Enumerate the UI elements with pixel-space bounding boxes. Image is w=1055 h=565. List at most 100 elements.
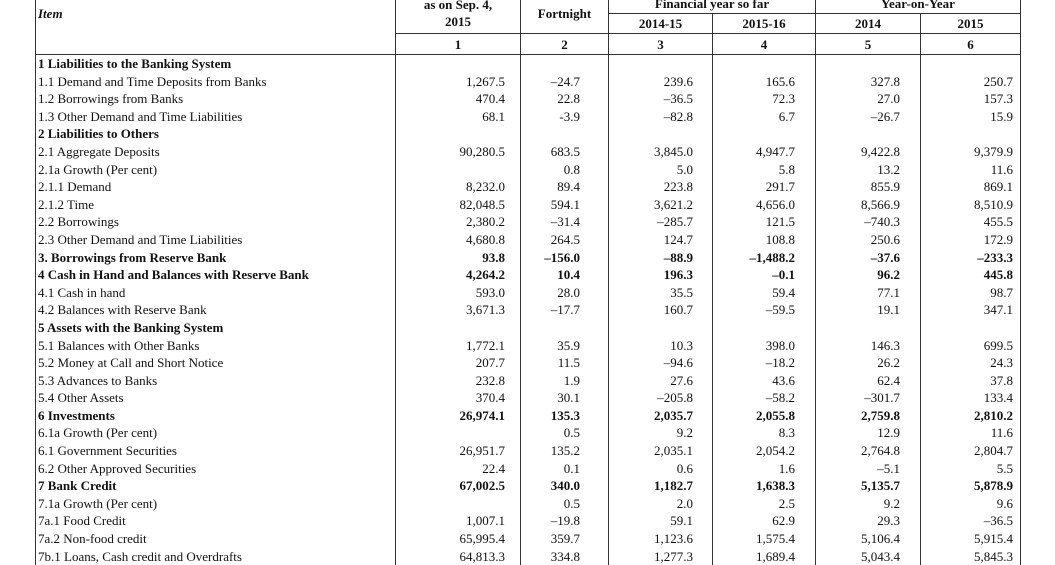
cell-value: 2,035.1	[609, 442, 713, 460]
cell-value: 26.2	[816, 354, 921, 372]
cell-value	[396, 125, 521, 143]
table-row: 1 Liabilities to the Banking System	[36, 55, 1021, 73]
row-label: 6.1 Government Securities	[36, 442, 396, 460]
header-year: 2015-16	[713, 14, 816, 34]
cell-value: 855.9	[816, 178, 921, 196]
cell-value: 2,380.2	[396, 213, 521, 231]
cell-value: 9.2	[609, 424, 713, 442]
header-as-on-line: as on Sep. 4,	[424, 0, 492, 12]
cell-value: –156.0	[521, 249, 609, 267]
cell-value: 0.1	[521, 460, 609, 478]
header-yoy: Year-on-Year	[816, 0, 1021, 14]
cell-value: –88.9	[609, 249, 713, 267]
cell-value: –59.5	[713, 301, 816, 319]
cell-value: 68.1	[396, 108, 521, 126]
cell-value	[921, 125, 1021, 143]
cell-value: 64,813.3	[396, 548, 521, 565]
header-year: 2014-15	[609, 14, 713, 34]
cell-value: 4,947.7	[713, 143, 816, 161]
cell-value: 196.3	[609, 266, 713, 284]
row-label: 2.1 Aggregate Deposits	[36, 143, 396, 161]
cell-value	[521, 55, 609, 73]
cell-value: 11.6	[921, 424, 1021, 442]
cell-value: –19.8	[521, 512, 609, 530]
cell-value: 1,267.5	[396, 73, 521, 91]
cell-value: –740.3	[816, 213, 921, 231]
cell-value: 82,048.5	[396, 196, 521, 214]
row-label: 4.1 Cash in hand	[36, 284, 396, 302]
cell-value: 108.8	[713, 231, 816, 249]
cell-value: –82.8	[609, 108, 713, 126]
cell-value: –18.2	[713, 354, 816, 372]
cell-value	[396, 55, 521, 73]
cell-value: 59.4	[713, 284, 816, 302]
cell-value	[713, 55, 816, 73]
cell-value: 89.4	[521, 178, 609, 196]
cell-value: 1,277.3	[609, 548, 713, 565]
cell-value	[521, 125, 609, 143]
table-row: 4 Cash in Hand and Balances with Reserve…	[36, 266, 1021, 284]
cell-value: 4,680.8	[396, 231, 521, 249]
cell-value: 172.9	[921, 231, 1021, 249]
cell-value: 4,656.0	[713, 196, 816, 214]
header-year: 2014	[816, 14, 921, 34]
cell-value: 6.7	[713, 108, 816, 126]
cell-value: 27.6	[609, 372, 713, 390]
cell-value: 5.5	[921, 460, 1021, 478]
column-number: 3	[609, 34, 713, 55]
cell-value: 124.7	[609, 231, 713, 249]
cell-value: –1,488.2	[713, 249, 816, 267]
table-row: 5 Assets with the Banking System	[36, 319, 1021, 337]
row-label: 7a.2 Non-food credit	[36, 530, 396, 548]
cell-value: 13.2	[816, 161, 921, 179]
cell-value: 1,772.1	[396, 337, 521, 355]
cell-value: –233.3	[921, 249, 1021, 267]
cell-value: 2,054.2	[713, 442, 816, 460]
row-label: 5.1 Balances with Other Banks	[36, 337, 396, 355]
cell-value: 370.4	[396, 389, 521, 407]
cell-value: –5.1	[816, 460, 921, 478]
cell-value: 455.5	[921, 213, 1021, 231]
cell-value: –37.6	[816, 249, 921, 267]
cell-value: 157.3	[921, 90, 1021, 108]
cell-value: 8,232.0	[396, 178, 521, 196]
data-table: Item as on Sep. 4,2015 Fortnight Financi…	[35, 0, 1021, 565]
cell-value: –0.1	[713, 266, 816, 284]
cell-value: –36.5	[609, 90, 713, 108]
cell-value: 699.5	[921, 337, 1021, 355]
cell-value: 683.5	[521, 143, 609, 161]
cell-value: 1,638.3	[713, 477, 816, 495]
cell-value: 65,995.4	[396, 530, 521, 548]
cell-value	[609, 125, 713, 143]
cell-value: 98.7	[921, 284, 1021, 302]
cell-value	[396, 495, 521, 513]
cell-value: 445.8	[921, 266, 1021, 284]
cell-value: -3.9	[521, 108, 609, 126]
row-label: 2.1a Growth (Per cent)	[36, 161, 396, 179]
row-label: 2.3 Other Demand and Time Liabilities	[36, 231, 396, 249]
cell-value: 250.6	[816, 231, 921, 249]
row-label: 1.1 Demand and Time Deposits from Banks	[36, 73, 396, 91]
cell-value: 2,764.8	[816, 442, 921, 460]
cell-value: 146.3	[816, 337, 921, 355]
cell-value: 35.9	[521, 337, 609, 355]
cell-value: 160.7	[609, 301, 713, 319]
cell-value: –94.6	[609, 354, 713, 372]
cell-value: 133.4	[921, 389, 1021, 407]
header-blank	[36, 34, 396, 55]
cell-value: 250.7	[921, 73, 1021, 91]
cell-value: 26,951.7	[396, 442, 521, 460]
cell-value: 0.5	[521, 424, 609, 442]
cell-value	[396, 319, 521, 337]
